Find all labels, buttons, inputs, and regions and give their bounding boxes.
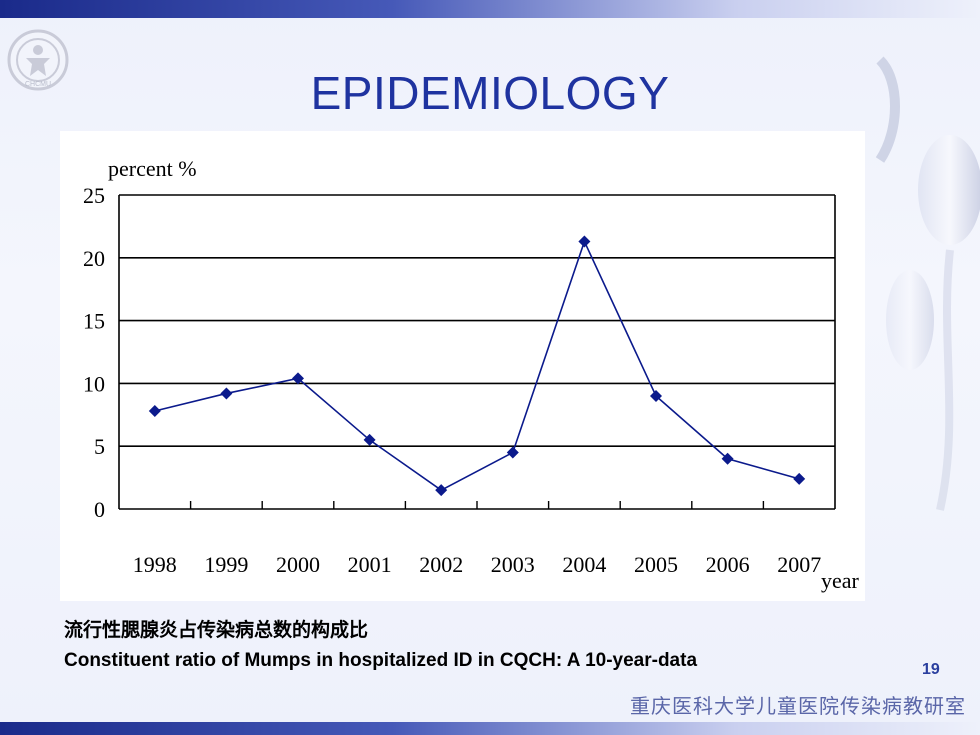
x-tick-label: 2004 [562,552,606,577]
x-axis-label: year [821,568,860,593]
caption-chinese: 流行性腮腺炎占传染病总数的构成比 [64,619,369,641]
line-chart: 0 5 10 15 20 25 1998 1999 2000 2001 2002 2003 2004 20… [60,131,865,601]
series-line [154,239,800,492]
top-decor-bar [0,0,980,18]
x-tick-label: 2001 [348,552,392,577]
data-point-marker [363,433,376,446]
x-tick-label: 2007 [777,552,821,577]
y-tick-label: 10 [83,371,105,396]
y-tick-label: 20 [83,246,105,271]
data-point-marker [220,387,233,400]
data-point-marker [793,472,806,485]
x-tick-label: 2002 [419,552,463,577]
y-tick-label: 5 [94,434,105,459]
chart-canvas: 0 5 10 15 20 25 1998 1999 2000 2001 2002 2003 2004 20… [83,156,860,593]
x-tick-label: 1998 [133,552,177,577]
data-point-marker [650,389,662,402]
logo-text: CHCMU [25,81,51,88]
data-point-marker [578,235,591,248]
x-tick-label: 2003 [491,552,535,577]
data-point-marker [506,446,519,459]
y-tick-label: 0 [94,497,105,522]
stethoscope-decor-icon [875,56,980,511]
x-tick-label: 2005 [634,552,678,577]
slide-title: EPIDEMIOLOGY [310,67,670,119]
footer-organization: 重庆医科大学儿童医院传染病教研室 [630,694,966,718]
page-number: 19 [922,661,940,678]
x-tick-label: 2006 [706,552,750,577]
x-tick-label: 2000 [276,552,320,577]
y-tick-label: 25 [83,183,105,208]
data-point-marker [721,452,734,465]
y-axis-label: percent % [108,156,197,181]
y-tick-label: 15 [83,309,105,334]
bottom-decor-bar [0,722,980,735]
data-point-marker [292,372,304,385]
x-tick-label: 1999 [204,552,248,577]
caption-english: Constituent ratio of Mumps in hospitaliz… [64,650,698,671]
hospital-logo-icon: CHCMU [7,29,69,91]
data-point-marker [435,484,448,497]
data-point-marker [148,405,161,418]
